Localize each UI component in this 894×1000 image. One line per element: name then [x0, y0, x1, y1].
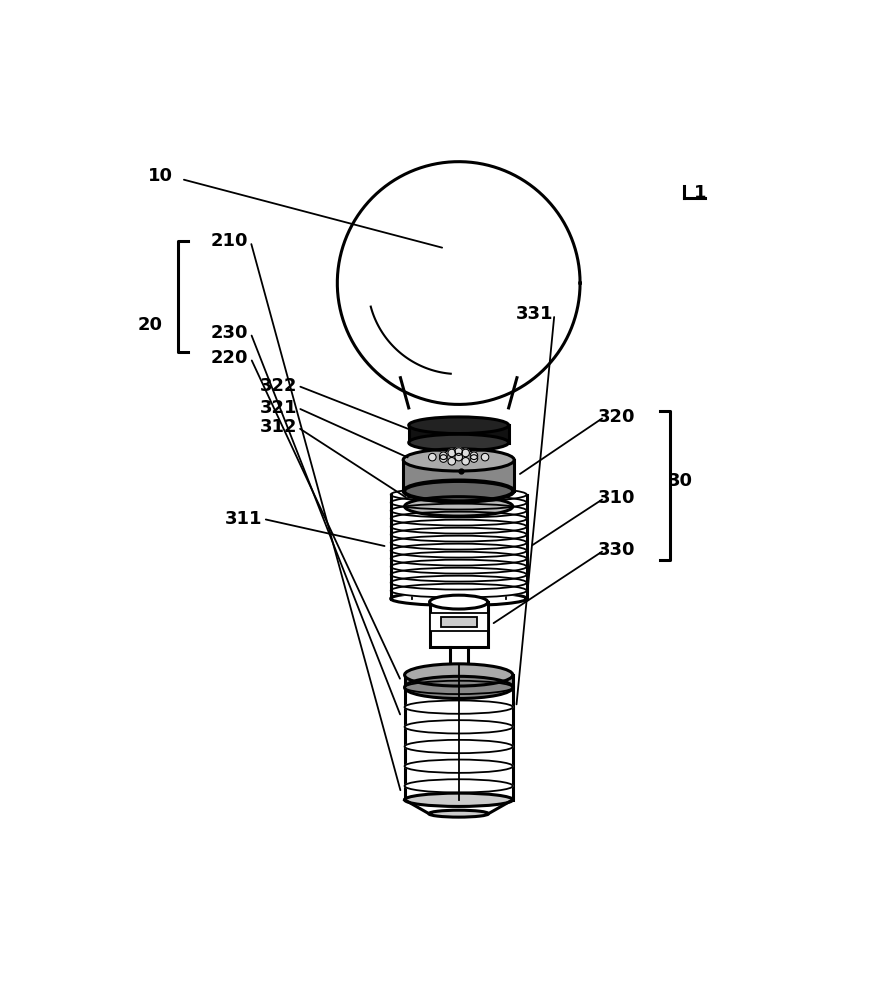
Ellipse shape — [404, 740, 512, 753]
Ellipse shape — [404, 676, 512, 699]
Circle shape — [469, 452, 477, 460]
Bar — [440, 617, 477, 627]
Ellipse shape — [391, 552, 526, 566]
Ellipse shape — [391, 536, 526, 550]
Text: 320: 320 — [597, 408, 635, 426]
Circle shape — [481, 453, 488, 461]
Text: 330: 330 — [597, 541, 635, 559]
Ellipse shape — [404, 793, 512, 806]
Bar — [411, 495, 505, 599]
Ellipse shape — [391, 576, 526, 590]
Ellipse shape — [391, 488, 526, 502]
Circle shape — [461, 449, 469, 457]
Ellipse shape — [404, 481, 512, 501]
Ellipse shape — [404, 497, 512, 516]
Ellipse shape — [391, 592, 526, 606]
Ellipse shape — [391, 584, 526, 598]
Circle shape — [461, 457, 469, 465]
Ellipse shape — [404, 681, 512, 694]
Text: 30: 30 — [668, 472, 692, 490]
Polygon shape — [337, 162, 579, 404]
Circle shape — [454, 448, 462, 455]
Ellipse shape — [409, 434, 508, 451]
Text: 220: 220 — [211, 349, 249, 367]
Ellipse shape — [429, 595, 487, 609]
Ellipse shape — [404, 760, 512, 773]
Text: 311: 311 — [224, 510, 262, 528]
Bar — [402, 460, 513, 491]
Circle shape — [428, 453, 435, 461]
Ellipse shape — [404, 664, 512, 686]
Ellipse shape — [402, 449, 513, 471]
Text: 20: 20 — [138, 316, 163, 334]
Bar — [404, 491, 512, 506]
Bar — [409, 425, 508, 443]
Ellipse shape — [391, 504, 526, 518]
Text: 230: 230 — [211, 324, 249, 342]
Circle shape — [439, 452, 447, 460]
Bar — [404, 687, 512, 800]
Ellipse shape — [391, 520, 526, 534]
Ellipse shape — [404, 720, 512, 733]
Text: 321: 321 — [259, 399, 297, 417]
Bar — [404, 675, 512, 687]
Ellipse shape — [409, 417, 508, 434]
Text: 210: 210 — [211, 232, 249, 250]
Ellipse shape — [391, 496, 526, 510]
Circle shape — [454, 453, 462, 461]
Text: 331: 331 — [516, 305, 553, 323]
Ellipse shape — [391, 528, 526, 542]
Text: 1: 1 — [693, 184, 705, 202]
Ellipse shape — [391, 560, 526, 574]
Ellipse shape — [391, 568, 526, 582]
Circle shape — [439, 455, 447, 462]
Ellipse shape — [391, 512, 526, 526]
Ellipse shape — [404, 779, 512, 793]
Ellipse shape — [404, 700, 512, 714]
Text: 322: 322 — [259, 377, 297, 395]
Ellipse shape — [391, 544, 526, 558]
Text: 312: 312 — [259, 418, 297, 436]
Ellipse shape — [402, 480, 513, 502]
Circle shape — [447, 449, 455, 457]
Bar — [429, 602, 487, 647]
Text: 10: 10 — [148, 167, 173, 185]
Ellipse shape — [428, 810, 488, 817]
Circle shape — [469, 455, 477, 462]
Circle shape — [447, 457, 455, 465]
Text: 310: 310 — [597, 489, 635, 507]
Bar — [429, 613, 487, 631]
